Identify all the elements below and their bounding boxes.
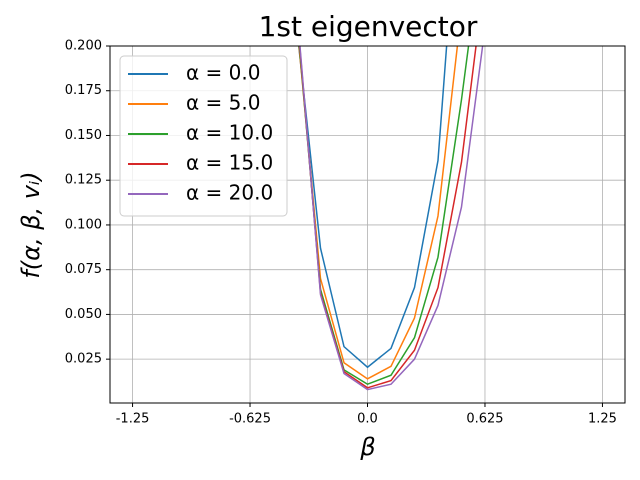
data-line	[297, 46, 448, 369]
y-tick-label: 0.025	[65, 352, 102, 367]
y-tick-label: 0.100	[65, 217, 102, 232]
legend-label: α = 10.0	[186, 121, 273, 145]
legend-box	[119, 55, 288, 217]
legend-label: α = 0.0	[186, 61, 260, 85]
y-tick-label: 0.125	[65, 173, 102, 188]
x-tick-label: 0.0	[357, 412, 378, 427]
y-tick-label: 0.200	[65, 39, 102, 54]
legend-label: α = 15.0	[186, 151, 273, 175]
x-tick-label: 1.25	[588, 412, 617, 427]
data-line	[299, 46, 484, 391]
x-tick-label: -1.25	[116, 412, 150, 427]
chart-title: 1st eigenvector	[259, 10, 478, 43]
axes-frame	[109, 45, 626, 404]
y-axis-label: f(α, β, vᵢ)	[17, 171, 45, 278]
legend: α = 0.0 α = 5.0 α = 10.0 α = 15.0 α = 20.0	[119, 55, 288, 217]
y-tick-label: 0.150	[65, 128, 102, 143]
plot-area	[297, 46, 484, 391]
x-axis-label: β	[359, 433, 375, 461]
legend-label: α = 20.0	[186, 181, 273, 205]
data-line	[298, 46, 477, 389]
y-tick-label: 0.175	[65, 83, 102, 98]
y-tick-label: 0.050	[65, 307, 102, 322]
legend-label: α = 5.0	[186, 91, 260, 115]
x-tick-label: 0.625	[466, 412, 503, 427]
y-tick-label: 0.075	[65, 262, 102, 277]
data-line	[298, 46, 459, 380]
x-tick-label: -0.625	[229, 412, 271, 427]
data-line	[298, 46, 470, 386]
